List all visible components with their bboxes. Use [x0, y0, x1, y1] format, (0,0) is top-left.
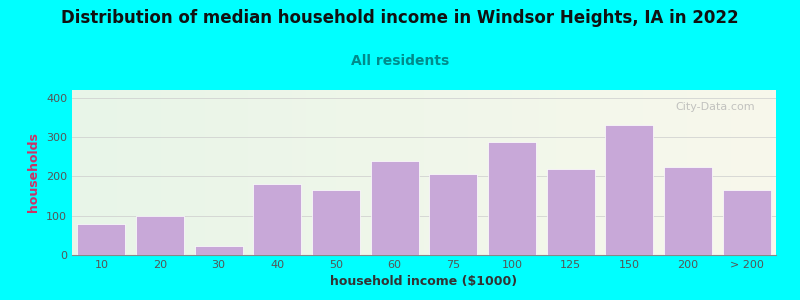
Bar: [194, 246, 242, 255]
Bar: [312, 190, 360, 255]
Bar: [606, 125, 654, 255]
Text: City-Data.com: City-Data.com: [675, 101, 755, 112]
Bar: [488, 142, 536, 255]
Text: All residents: All residents: [351, 54, 449, 68]
Bar: [136, 216, 184, 255]
Bar: [546, 169, 594, 255]
Bar: [722, 190, 770, 255]
Text: Distribution of median household income in Windsor Heights, IA in 2022: Distribution of median household income …: [61, 9, 739, 27]
X-axis label: household income ($1000): household income ($1000): [330, 275, 518, 288]
Bar: [254, 184, 302, 255]
Bar: [370, 161, 418, 255]
Bar: [430, 174, 478, 255]
Bar: [78, 224, 126, 255]
Y-axis label: households: households: [27, 133, 41, 212]
Bar: [664, 167, 712, 255]
